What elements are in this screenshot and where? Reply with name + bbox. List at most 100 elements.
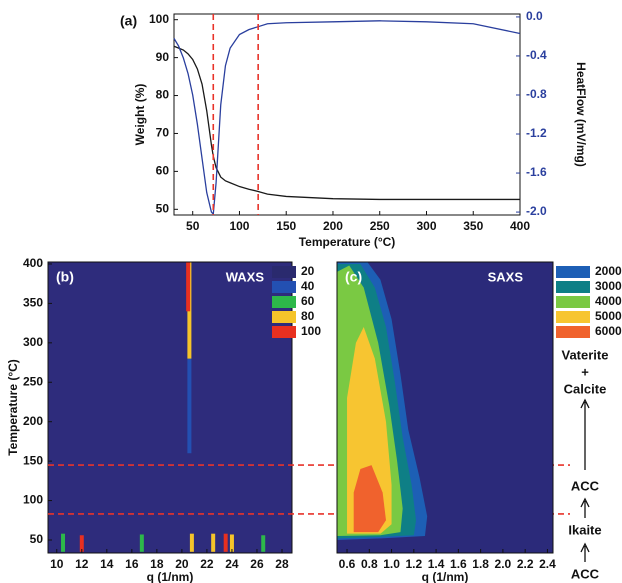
x-tick-label: 350 [463,219,483,233]
x-tick-label: 22 [200,557,214,571]
x-tick-label: 2.0 [495,557,512,571]
plot-frame [336,261,554,554]
x-tick-label: 1.6 [450,557,467,571]
heatmap-background [48,262,292,553]
streak [229,534,234,552]
x-tick-label: 100 [229,219,249,233]
y-tick-label: -2.0 [526,204,547,218]
arrow [580,542,590,562]
legend-swatch [272,266,296,278]
x-tick-label: 2.4 [539,557,556,571]
x-tick-label: 1.4 [428,557,445,571]
legend-label: 100 [301,324,321,338]
y-tick-label: -0.4 [526,48,547,62]
x-axis-label: Temperature (°C) [299,235,396,249]
x-tick-label: 1.0 [383,557,400,571]
legend-swatch [556,296,590,308]
x-tick-label: 2.2 [517,557,534,571]
legend-swatch [556,281,590,293]
x-tick-label: 150 [276,219,296,233]
legend-swatch [272,326,296,338]
plot-frame [47,261,293,554]
phase-label: + [581,364,589,379]
y-tick-label: 350 [23,296,43,310]
panel-label: (a) [120,13,137,29]
streak [211,533,216,552]
y-tick-label: 200 [23,414,43,428]
legend-label: 4000 [595,294,622,308]
legend-swatch [272,281,296,293]
streak [261,535,266,552]
legend-label: 5000 [595,309,622,323]
arrow [580,398,590,470]
x-tick-label: 300 [416,219,436,233]
series-line [173,45,520,201]
legend-label: 20 [301,264,315,278]
x-tick-label: 1.2 [405,557,422,571]
y-tick-label: -1.2 [526,126,547,140]
series-line [173,20,521,216]
streak [139,534,144,552]
legend-label: 3000 [595,279,622,293]
y-tick-label: 50 [30,532,44,546]
y-tick-label: 100 [23,493,43,507]
y-axis-label: Weight (%) [133,84,147,146]
streak [187,358,192,454]
panel-name: SAXS [488,269,524,284]
streak [79,535,84,552]
y-tick-label: 0.0 [526,9,543,23]
legend-swatch [556,311,590,323]
legend-swatch [272,311,296,323]
contour-region [353,465,386,533]
legend-label: 60 [301,294,315,308]
phase-label: ACC [571,478,600,493]
x-axis-label: q (1/nm) [422,570,469,583]
legend-swatch [556,326,590,338]
legend-label: 40 [301,279,315,293]
x-tick-label: 20 [175,557,189,571]
phase-label: Vaterite [562,347,609,362]
x-tick-label: 26 [250,557,264,571]
legend-label: 6000 [595,324,622,338]
streak [186,262,191,312]
x-tick-label: 14 [100,557,114,571]
x-tick-label: 50 [186,219,200,233]
x-tick-label: 16 [125,557,139,571]
panel-label: (c) [345,269,362,285]
x-tick-label: 200 [323,219,343,233]
legend-swatch [272,296,296,308]
x-tick-label: 250 [370,219,390,233]
y-tick-label: 150 [23,453,43,467]
phase-label: Ikaite [568,522,601,537]
x-tick-label: 28 [275,557,289,571]
x-tick-label: 400 [510,219,530,233]
legend-label: 2000 [595,264,622,278]
panel-name: WAXS [226,269,265,284]
phase-arrows [580,398,590,562]
y-tick-label: 400 [23,256,43,270]
phase-label: ACC [571,566,600,581]
streak [223,533,228,552]
x-axis-label: q (1/nm) [147,570,194,583]
y-tick-label: 60 [156,164,170,178]
x-tick-label: 0.6 [339,557,356,571]
y-tick-label: 300 [23,335,43,349]
x-tick-label: 0.8 [361,557,378,571]
phase-label: Calcite [564,381,607,396]
x-tick-label: 1.8 [472,557,489,571]
streak [61,533,66,552]
y-tick-label: 90 [156,50,170,64]
y-tick-label: 70 [156,126,170,140]
heatmap [337,262,428,540]
legend-label: 80 [301,309,315,323]
y-axis-label: Temperature (°C) [6,359,20,456]
y2-axis-label: HeatFlow (mV/mg) [574,62,588,167]
y-tick-label: -0.8 [526,87,547,101]
x-tick-label: 24 [225,557,239,571]
plot-frame [173,13,521,216]
legend-swatch [556,266,590,278]
x-tick-label: 18 [150,557,164,571]
arrow [580,497,590,518]
streak [189,533,194,552]
